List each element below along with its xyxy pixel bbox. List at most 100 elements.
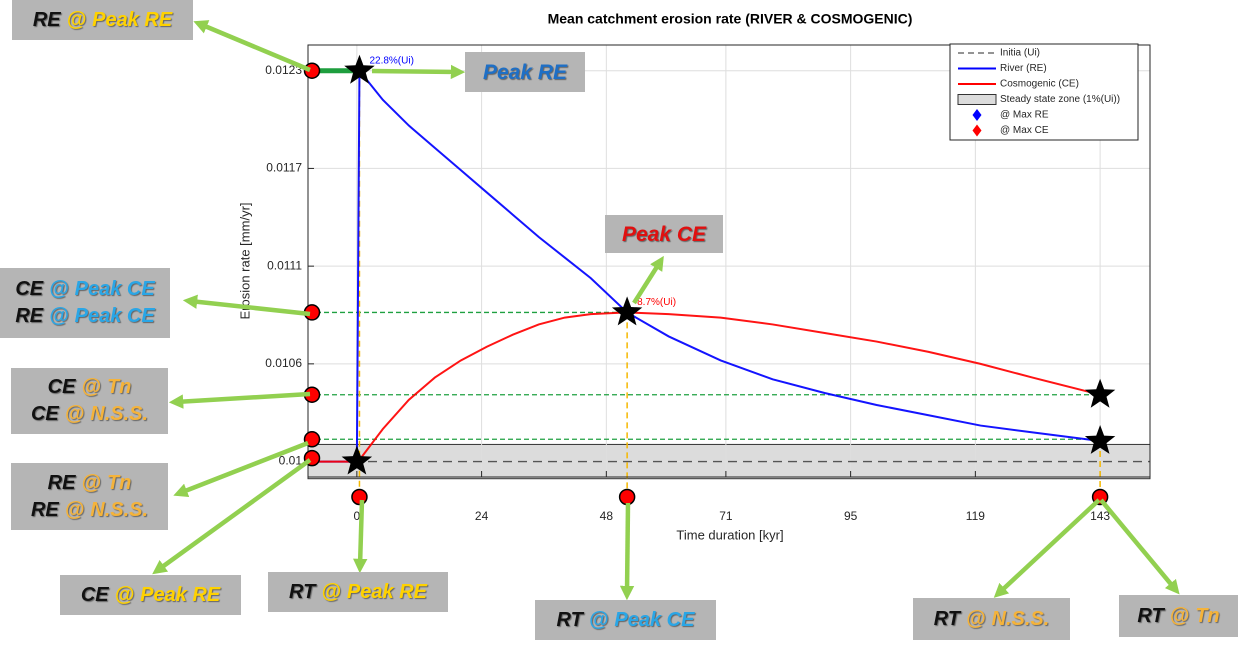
x-tick-label: 95 [844, 509, 858, 523]
callout-line: RE @ Tn [48, 470, 132, 497]
series-line [310, 67, 1101, 463]
callout-text: RT [556, 608, 583, 631]
callout-box: Peak CE [605, 215, 723, 253]
callout-line: CE @ Tn [48, 374, 132, 401]
callout-line: RT @ Tn [1137, 603, 1219, 630]
callout-box: CE @ Peak RE [60, 575, 241, 615]
y-axis-point [303, 431, 321, 448]
callout-text: Peak RE [346, 580, 427, 603]
callout-text: @ [966, 607, 986, 630]
star-marker [1084, 378, 1116, 408]
x-tick-label: 119 [966, 509, 985, 523]
callout-text: Peak CE [614, 608, 695, 631]
callout-text: RE [30, 498, 59, 521]
callout-box: RT @ Peak CE [535, 600, 716, 640]
y-axis-point [303, 62, 321, 79]
callout-text: Tn [1195, 604, 1220, 627]
callout-line: RT @ N.S.S. [934, 606, 1050, 633]
callout-line: RE @ Peak RE [33, 7, 172, 34]
callout-text: CE [15, 278, 44, 300]
callout-text: @ [1169, 604, 1190, 627]
callout-text: N.S.S. [90, 403, 149, 425]
callout-text: RE [32, 8, 61, 31]
y-axis-point [303, 449, 321, 467]
legend-label: Cosmogenic (CE) [1000, 79, 1079, 90]
callout-text: RT [289, 580, 316, 603]
callout-box: RT @ N.S.S. [913, 598, 1070, 640]
annotation: 22.8%(Ui) [369, 55, 413, 66]
callout-text: RE [47, 471, 76, 494]
callout-line: RT @ Peak RE [289, 579, 427, 606]
y-axis-point [303, 304, 321, 321]
y-tick-label: 0.0111 [267, 258, 302, 272]
legend-label: River (RE) [1000, 63, 1047, 74]
callout-text: @ [49, 305, 69, 327]
callout-line: CE @ Peak CE [15, 276, 154, 303]
star-marker [1084, 425, 1116, 454]
legend-swatch [972, 124, 982, 137]
callout-line: RE @ N.S.S. [31, 497, 148, 524]
callout-text: @ [114, 583, 135, 606]
callout-line: CE @ Peak RE [81, 582, 220, 609]
x-tick-label: 71 [719, 509, 733, 523]
callout-text: @ [321, 580, 341, 603]
plot-frame [307, 44, 1151, 478]
y-tick-label: 0.01 [279, 454, 303, 468]
callout-text: @ [81, 376, 101, 398]
star-marker [344, 54, 375, 84]
legend-label: Steady state zone (1%(Ui)) [1000, 94, 1120, 105]
legend-swatch [957, 94, 997, 105]
legend-label: @ Max RE [1000, 110, 1049, 121]
callout-text: Tn [106, 471, 132, 494]
y-tick-label: 0.0117 [266, 161, 302, 175]
callout-text: CE [80, 583, 109, 606]
callout-text: RT [1137, 604, 1164, 627]
callout-text: Peak CE [621, 222, 707, 246]
callout-text: Peak RE [140, 583, 221, 606]
y-axis-point [303, 386, 321, 403]
callout-box: RE @ Peak RE [12, 0, 193, 40]
star-marker [611, 296, 643, 326]
callout-text: CE [47, 376, 76, 398]
callout-text: CE [30, 403, 59, 425]
callout-text: @ [64, 403, 85, 425]
callout-box: CE @ Tn CE @ N.S.S. [11, 368, 168, 434]
x-tick-label: 0 [354, 509, 361, 523]
callout-text: @ [588, 608, 609, 631]
callout-text: Peak CE [74, 278, 155, 300]
callout-text: Tn [106, 376, 132, 398]
legend-label: @ Max CE [1000, 125, 1049, 136]
y-tick-label: 0.0106 [265, 356, 302, 370]
callout-line: RE @ Peak CE [15, 303, 154, 330]
callout-box: CE @ Peak CE RE @ Peak CE [0, 268, 170, 338]
callout-line: Peak RE [483, 59, 567, 86]
callout-text: @ [81, 471, 101, 494]
callout-text: RT [933, 607, 960, 630]
callout-box: RE @ Tn RE @ N.S.S. [11, 463, 168, 530]
x-tick-label: 24 [475, 509, 489, 523]
x-tick-label: 143 [1090, 509, 1110, 523]
annotation: 8.7%(Ui) [637, 297, 676, 308]
callout-text: @ [64, 498, 85, 521]
callout-box: RT @ Peak RE [268, 572, 448, 612]
callout-line: RT @ Peak CE [557, 607, 695, 634]
chart-title: Mean catchment erosion rate (RIVER & COS… [548, 11, 913, 27]
callout-text: @ [66, 8, 87, 31]
legend-swatch [972, 109, 982, 121]
callout-line: CE @ N.S.S. [31, 401, 148, 428]
callout-text: RE [15, 305, 44, 327]
x-tick-label: 48 [600, 509, 614, 523]
callout-box: RT @ Tn [1119, 595, 1238, 637]
y-axis-label: Erosion rate [mm/yr] [237, 202, 252, 319]
x-axis-point [1091, 488, 1109, 506]
y-tick-label: 0.0123 [265, 63, 302, 77]
series-line [310, 311, 1101, 463]
callout-text: Peak CE [74, 305, 155, 327]
star-marker [341, 445, 373, 475]
x-axis-point [618, 488, 636, 506]
callout-line: Peak CE [622, 221, 706, 248]
x-axis-point [351, 488, 368, 506]
legend-label: Initia (Ui) [1000, 48, 1040, 59]
